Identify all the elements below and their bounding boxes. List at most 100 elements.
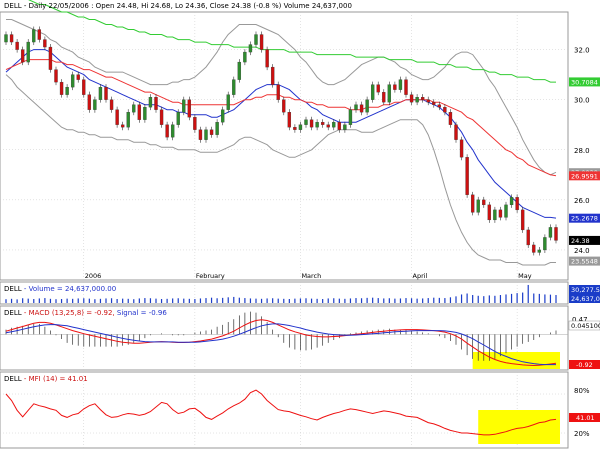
volume-bar-32 [183, 298, 185, 303]
macd-label-signal: Signal = -0.96 [117, 309, 167, 317]
candle-body-28 [159, 109, 164, 125]
candle-body-59 [332, 122, 336, 128]
volume-bar-71 [399, 298, 402, 303]
volume-bar-51 [288, 299, 290, 303]
volume-bar-85 [477, 295, 479, 303]
candle-body-76 [426, 99, 430, 103]
candle-body-27 [154, 97, 158, 110]
volume-bar-20 [116, 299, 118, 303]
macd-series-0 [5, 319, 557, 367]
volume-bar-68 [383, 298, 385, 303]
volume-bar-0 [5, 299, 7, 303]
volume-bar-70 [394, 298, 396, 303]
mfi-highlight [478, 410, 560, 444]
macd-tick-top: 0.47 [572, 316, 588, 324]
volume-bar-17 [99, 298, 102, 303]
candle-body-57 [320, 122, 325, 125]
volume-bar-18 [105, 298, 107, 303]
candle-body-47 [265, 49, 269, 68]
volume-bar-99 [555, 295, 557, 303]
mfi-tick-20: 20% [574, 430, 590, 438]
volume-bar-90 [505, 294, 507, 303]
volume-bar-33 [188, 298, 190, 303]
candle-body-74 [415, 97, 419, 103]
volume-bar-31 [177, 298, 179, 303]
candle-body-40 [226, 94, 230, 110]
candle-body-21 [120, 124, 125, 128]
candle-body-71 [398, 79, 403, 90]
candle-body-18 [104, 86, 108, 100]
volume-bar-27 [155, 298, 157, 303]
volume-bar-58 [327, 298, 329, 303]
volume-bar-12 [72, 298, 74, 303]
volume-bar-3 [22, 298, 24, 303]
candle-body-43 [243, 51, 247, 63]
volume-panel-frame [0, 281, 569, 305]
line-bb_upper [6, 19, 557, 176]
volume-bar-34 [194, 299, 196, 303]
candle-body-68 [382, 91, 386, 103]
volume-bar-28 [160, 299, 163, 303]
volume-bar-92 [516, 293, 518, 303]
candle-body-12 [70, 74, 75, 88]
x-tick-label-1: February [196, 272, 225, 280]
volume-bar-57 [322, 299, 324, 303]
volume-bar-26 [149, 298, 152, 303]
candle-body-60 [337, 122, 342, 130]
volume-bar-87 [488, 295, 490, 303]
macd-tag-mid: 0.045100 [571, 322, 600, 330]
candle-body-24 [137, 104, 142, 120]
volume-bar-76 [427, 298, 429, 303]
volume-bar-13 [77, 298, 79, 303]
macd-highlight [472, 352, 560, 369]
candle-body-2 [15, 41, 19, 50]
candle-body-49 [276, 84, 280, 100]
volume-bar-39 [222, 297, 224, 303]
candle-body-44 [248, 44, 253, 53]
volume-tag-top: 30,277.52 [571, 286, 600, 294]
y-tick-label-1: 26.0 [574, 197, 590, 205]
volume-bar-45 [255, 298, 257, 303]
candle-body-23 [132, 104, 136, 113]
volume-bar-49 [277, 298, 279, 303]
candle-body-15 [87, 94, 92, 110]
candle-body-93 [520, 209, 525, 231]
volume-bar-72 [405, 298, 407, 303]
volume-bar-15 [88, 298, 90, 303]
candle-body-99 [554, 227, 558, 241]
volume-bar-65 [366, 297, 368, 303]
candle-body-86 [482, 199, 486, 206]
volume-bar-83 [466, 293, 468, 303]
candle-body-31 [176, 112, 180, 125]
mfi-label-name: DELL [4, 375, 22, 383]
volume-bar-84 [472, 295, 474, 303]
candle-body-61 [343, 124, 347, 130]
volume-bar-62 [349, 298, 352, 303]
volume-bar-22 [127, 298, 129, 303]
candle-body-8 [48, 46, 53, 70]
candle-body-56 [315, 122, 319, 128]
volume-bar-59 [333, 298, 335, 303]
mfi-line [5, 389, 557, 436]
volume-bar-74 [416, 298, 418, 303]
candle-body-55 [309, 119, 314, 128]
volume-bars [5, 284, 557, 303]
candle-body-11 [65, 86, 69, 95]
macd-tag-low: -0.92 [576, 361, 593, 369]
volume-bar-29 [166, 298, 168, 303]
volume-bar-30 [172, 298, 174, 303]
candle-body-3 [20, 49, 25, 63]
candle-body-37 [209, 129, 214, 135]
line-bb_lower [5, 74, 556, 266]
price-tag-0: 30.7084 [571, 78, 598, 86]
candle-body-1 [9, 34, 14, 43]
y-tick-label-2: 28.0 [574, 147, 590, 155]
price-tag-box-5 [569, 256, 600, 266]
volume-bar-47 [266, 298, 268, 303]
volume-bar-73 [410, 298, 413, 303]
mfi-panel-frame [0, 371, 569, 449]
volume-bar-7 [44, 298, 46, 303]
volume-bar-11 [66, 298, 68, 303]
candle-body-89 [498, 209, 503, 218]
